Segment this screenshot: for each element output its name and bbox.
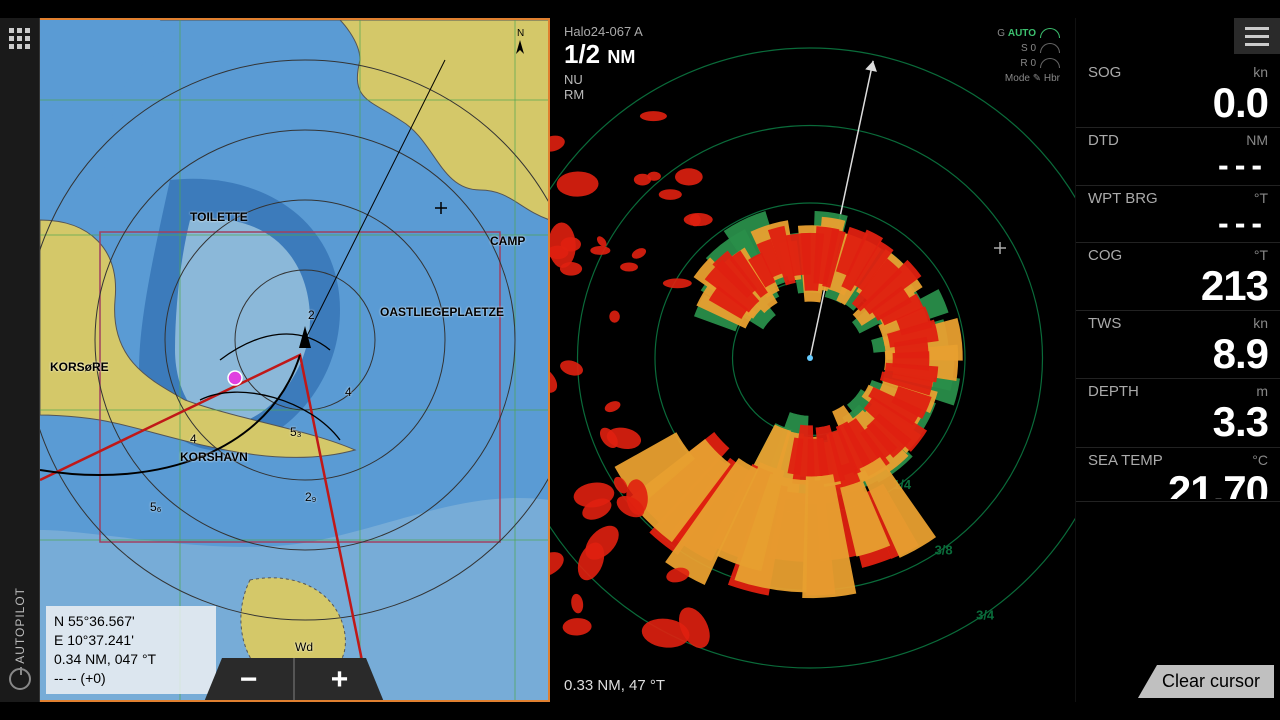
chart-label-korshavn: KORSHAVN xyxy=(180,450,248,464)
data-label: WPT BRG xyxy=(1088,190,1158,207)
data-unit: °C xyxy=(1252,452,1268,469)
data-value: 213 xyxy=(1088,264,1268,308)
apps-icon xyxy=(9,28,30,49)
data-block-dtd[interactable]: DTDNM--- xyxy=(1076,128,1280,186)
radar-range-unit: NM xyxy=(607,47,635,67)
instrument-bar: SOGkn0.0DTDNM---WPT BRG°T---COG°T213TWSk… xyxy=(1075,18,1280,702)
data-value: 8.9 xyxy=(1088,332,1268,376)
data-label: DEPTH xyxy=(1088,383,1139,400)
radar-rm: RM xyxy=(564,87,643,102)
cursor-lat: N 55°36.567' xyxy=(54,612,208,631)
zoom-bar: − + xyxy=(204,658,384,702)
data-block-sog[interactable]: SOGkn0.0 xyxy=(1076,60,1280,128)
chart-wd: Wd xyxy=(295,640,313,654)
autopilot-icon[interactable] xyxy=(9,668,31,690)
data-block-tws[interactable]: TWSkn8.9 xyxy=(1076,311,1280,379)
chart-label-oastliege: OASTLIEGEPLAETZE xyxy=(380,305,504,319)
svg-text:N: N xyxy=(517,28,524,39)
radar-nu: NU xyxy=(564,72,643,87)
autopilot-label: AUTOPILOT xyxy=(13,583,27,668)
sounding-6: 4 xyxy=(190,432,197,446)
radar-panel[interactable]: 1/81/43/83/4 Halo24-067 A 1/2 NM NU RM G… xyxy=(550,18,1280,702)
sounding-2: 4 xyxy=(345,385,352,399)
cursor-dist-brg: 0.34 NM, 047 °T xyxy=(54,650,208,669)
data-label: TWS xyxy=(1088,315,1121,332)
chart-cursor-info: N 55°36.567' E 10°37.241' 0.34 NM, 047 °… xyxy=(46,606,216,694)
svg-text:3/8: 3/8 xyxy=(935,542,953,557)
sounding-1: 2 xyxy=(308,308,315,322)
chart-label-korsore: KORSøRE xyxy=(50,360,109,374)
data-value: --- xyxy=(1088,149,1268,183)
data-label: SOG xyxy=(1088,64,1121,81)
chart-label-camp: CAMP xyxy=(490,234,525,248)
chart-panel[interactable]: N TOILETTE CAMP OASTLIEGEPLAETZE KORSøRE… xyxy=(40,18,550,702)
radar-source: Halo24-067 A xyxy=(564,24,643,39)
radar-range-value: 1/2 xyxy=(564,39,600,69)
data-value: 3.3 xyxy=(1088,400,1268,444)
radar-header: Halo24-067 A 1/2 NM NU RM xyxy=(564,24,643,102)
data-value: --- xyxy=(1088,207,1268,241)
sounding-4: 2₉ xyxy=(305,490,316,504)
left-toolbar: AUTOPILOT xyxy=(0,18,40,702)
data-block-depth[interactable]: DEPTHm3.3 xyxy=(1076,379,1280,447)
data-label: DTD xyxy=(1088,132,1119,149)
sounding-5: 5₆ xyxy=(150,500,162,514)
chart-label-toilette: TOILETTE xyxy=(190,210,248,224)
menu-button[interactable] xyxy=(1234,18,1280,54)
radar-gain-panel: G AUTO S 0 R 0 Mode ✎ Hbr xyxy=(997,26,1060,86)
data-block-cog[interactable]: COG°T213 xyxy=(1076,243,1280,311)
radar-cursor-info: 0.33 NM, 47 °T xyxy=(564,677,665,694)
chart-canvas: N xyxy=(40,20,550,702)
apps-button[interactable] xyxy=(0,18,40,58)
svg-text:3/4: 3/4 xyxy=(976,608,995,623)
data-label: COG xyxy=(1088,247,1122,264)
data-block-wpt-brg[interactable]: WPT BRG°T--- xyxy=(1076,186,1280,244)
sounding-3: 5₃ xyxy=(290,425,302,439)
data-block-sea-temp[interactable]: SEA TEMP °C21.70 xyxy=(1076,448,1280,502)
cursor-lon: E 10°37.241' xyxy=(54,631,208,650)
data-label: SEA TEMP xyxy=(1088,452,1163,469)
data-value: 0.0 xyxy=(1088,81,1268,125)
data-value: 21.70 xyxy=(1088,469,1268,499)
cursor-extra: -- -- (+0) xyxy=(54,669,208,688)
clear-cursor-button[interactable]: Clear cursor xyxy=(1138,665,1274,698)
